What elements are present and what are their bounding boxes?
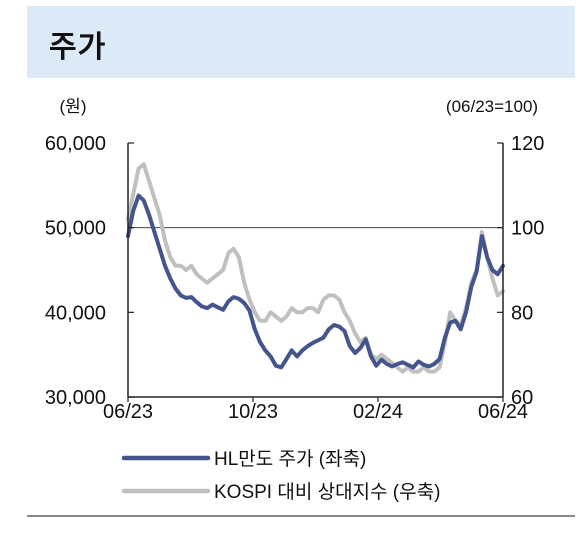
series-line-right: [126, 162, 505, 374]
right-tick-label: 100: [511, 218, 544, 240]
footer-divider: [27, 515, 575, 517]
left-tick-label: 50,000: [45, 218, 106, 240]
labels-layer: (원) (06/23=100) 60,000 50,000 40,000 30,000…: [45, 97, 545, 423]
axes-layer: [127, 142, 504, 402]
legend-label: KOSPI 대비 상대지수 (우축): [214, 481, 440, 503]
left-unit-label: (원): [60, 97, 87, 116]
page-title: 주가: [49, 30, 107, 65]
x-tick-label: 06/24: [478, 401, 528, 423]
right-tick-label: 60: [511, 387, 533, 409]
legend: HL만도 주가 (좌축) KOSPI 대비 상대지수 (우축): [121, 448, 440, 503]
right-unit-label: (06/23=100): [446, 97, 538, 116]
left-tick-label: 30,000: [45, 387, 106, 409]
left-tick-label: 60,000: [45, 133, 106, 155]
header-banner: 주가: [27, 6, 575, 78]
x-tick-label: 10/23: [228, 401, 278, 423]
legend-label: HL만도 주가 (좌축): [214, 448, 366, 470]
x-tick-label: 02/24: [353, 401, 403, 423]
right-tick-label: 80: [511, 302, 533, 324]
series-layer: [126, 162, 505, 374]
right-tick-label: 120: [511, 133, 544, 155]
x-tick-label: 06/23: [103, 401, 153, 423]
left-tick-label: 40,000: [45, 302, 106, 324]
series-line-left: [126, 193, 505, 370]
